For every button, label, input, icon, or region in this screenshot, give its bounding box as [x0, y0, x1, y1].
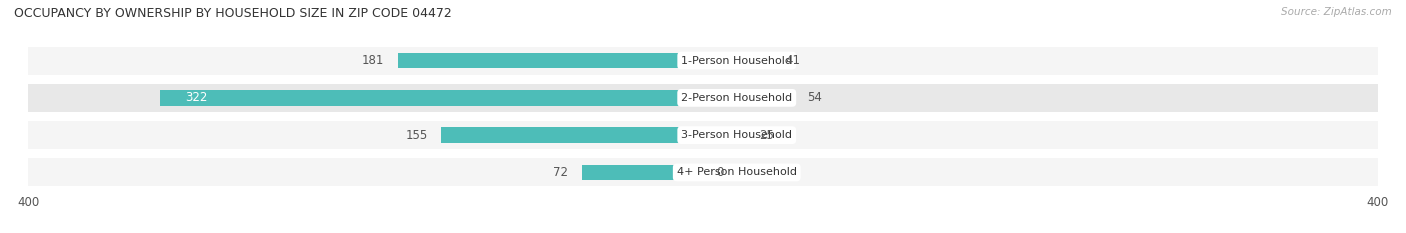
- Bar: [28, 84, 1378, 112]
- Bar: [160, 90, 703, 106]
- Text: 54: 54: [807, 91, 823, 104]
- Text: 2-Person Household: 2-Person Household: [681, 93, 793, 103]
- Text: OCCUPANCY BY OWNERSHIP BY HOUSEHOLD SIZE IN ZIP CODE 04472: OCCUPANCY BY OWNERSHIP BY HOUSEHOLD SIZE…: [14, 7, 451, 20]
- Text: 4+ Person Household: 4+ Person Household: [676, 168, 797, 177]
- Text: 3-Person Household: 3-Person Household: [682, 130, 792, 140]
- Text: 41: 41: [786, 54, 800, 67]
- Bar: [703, 127, 745, 143]
- Bar: [28, 158, 1378, 186]
- Bar: [703, 90, 794, 106]
- Bar: [703, 53, 772, 69]
- Text: 72: 72: [553, 166, 568, 179]
- Bar: [441, 127, 703, 143]
- Text: 1-Person Household: 1-Person Household: [682, 56, 792, 65]
- Bar: [703, 127, 745, 143]
- Text: Source: ZipAtlas.com: Source: ZipAtlas.com: [1281, 7, 1392, 17]
- Bar: [703, 164, 717, 180]
- Bar: [398, 53, 703, 69]
- Bar: [28, 121, 1378, 149]
- Text: 0: 0: [717, 166, 724, 179]
- Bar: [28, 47, 1378, 75]
- Text: 322: 322: [186, 91, 208, 104]
- Bar: [703, 90, 794, 106]
- Text: 181: 181: [361, 54, 384, 67]
- Text: 155: 155: [406, 129, 427, 142]
- Text: 25: 25: [759, 129, 773, 142]
- Bar: [582, 164, 703, 180]
- Bar: [703, 53, 772, 69]
